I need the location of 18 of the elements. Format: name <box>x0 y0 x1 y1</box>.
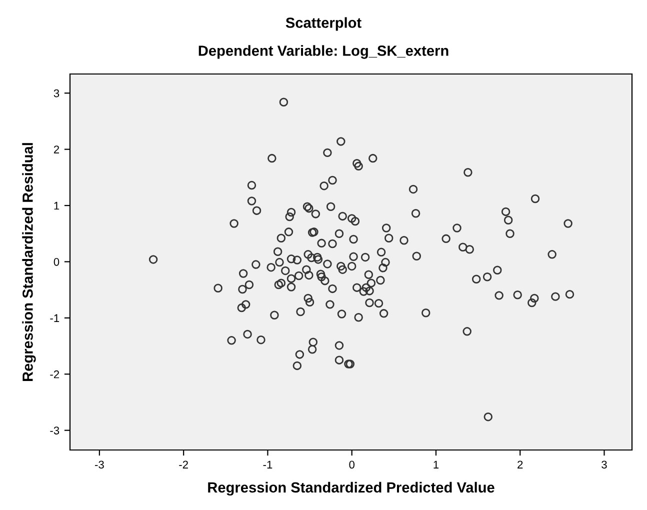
y-tick-label: -3 <box>50 426 60 434</box>
y-tick-label: 3 <box>54 89 60 98</box>
y-tick-label: 2 <box>54 146 60 154</box>
x-tick-label: -2 <box>179 460 188 468</box>
y-axis-title: Regression Standardized Residual <box>22 143 36 381</box>
x-tick-label: 1 <box>434 460 439 468</box>
x-axis-title: Regression Standardized Predicted Value <box>208 482 494 496</box>
y-tick-label: -1 <box>50 314 60 322</box>
y-tick-label: 1 <box>54 202 60 210</box>
y-tick-label: 0 <box>54 258 60 266</box>
chart-subtitle: Dependent Variable: Log_SK_extern <box>198 45 448 59</box>
x-tick-label: -3 <box>95 460 104 469</box>
x-tick-label: 2 <box>518 460 523 468</box>
x-tick-label: -1 <box>263 460 272 468</box>
chart-title: Scatterplot <box>286 17 362 31</box>
x-tick-label: 0 <box>349 460 354 469</box>
y-tick-label: -2 <box>50 370 60 378</box>
x-tick-label: 3 <box>602 460 607 469</box>
